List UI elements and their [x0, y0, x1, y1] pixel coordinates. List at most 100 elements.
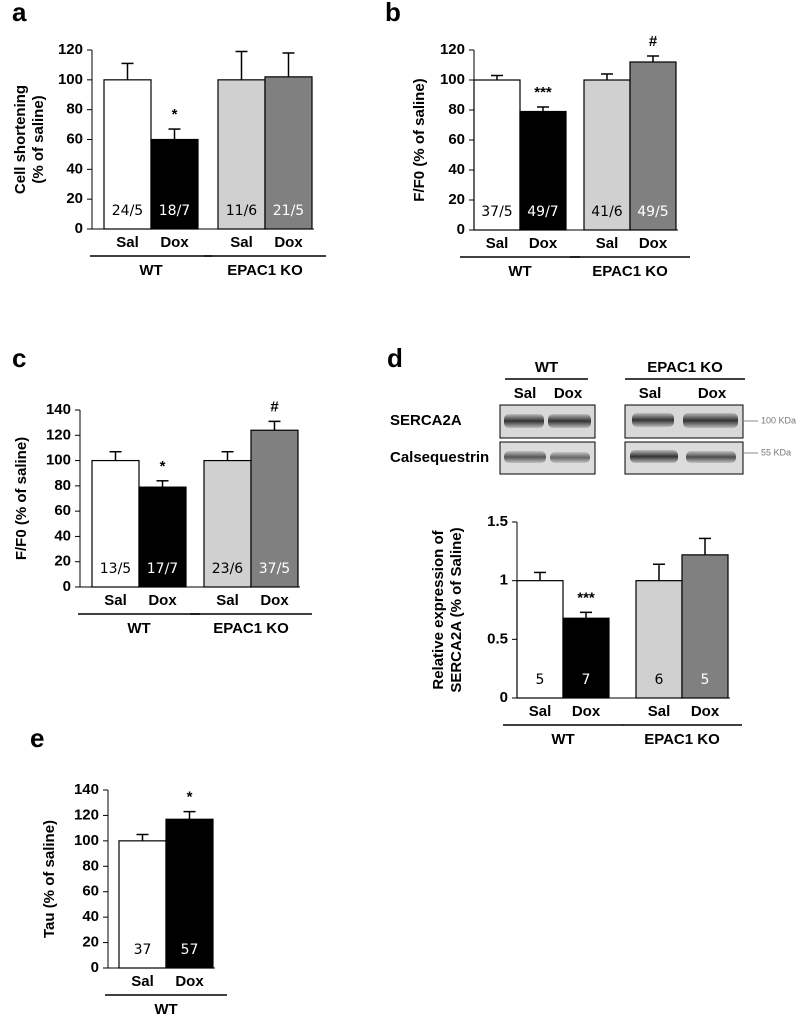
- group-label: EPAC1 KO: [213, 620, 289, 637]
- n-label: 17/7: [147, 561, 178, 577]
- n-label: 5: [701, 672, 710, 688]
- x-tick-label: Dox: [639, 235, 668, 252]
- y-tick-label: 40: [66, 160, 83, 177]
- y-tick-label: 120: [74, 806, 99, 823]
- n-label: 6: [655, 672, 664, 688]
- panel-letter: a: [12, 0, 27, 27]
- y-tick-label: 0.5: [487, 630, 508, 647]
- blot-band: [632, 413, 674, 427]
- blot-lane-label: Sal: [639, 385, 662, 402]
- group-label: EPAC1 KO: [227, 262, 303, 279]
- blot-lane-label: Sal: [514, 385, 537, 402]
- blot-band: [683, 413, 738, 428]
- y-tick-label: 1: [500, 572, 508, 589]
- y-tick-label: 0: [91, 959, 99, 976]
- n-label: 23/6: [212, 561, 244, 577]
- n-label: 37: [134, 942, 152, 958]
- y-tick-label: 80: [66, 101, 83, 118]
- x-tick-label: Dox: [148, 592, 177, 609]
- y-tick-label: 20: [448, 191, 465, 208]
- y-tick-label: 0: [75, 220, 83, 237]
- bar: [103, 79, 152, 230]
- x-tick-label: Dox: [260, 592, 289, 609]
- y-tick-label: 20: [82, 934, 99, 951]
- y-tick-label: 140: [74, 781, 99, 798]
- x-tick-label: Sal: [486, 235, 509, 252]
- x-tick-label: Dox: [160, 234, 189, 251]
- significance: #: [270, 398, 279, 415]
- y-tick-label: 80: [54, 477, 71, 494]
- bar: [635, 580, 683, 699]
- blot-band: [504, 414, 544, 428]
- blot-band: [686, 451, 736, 463]
- panel-letter: c: [12, 343, 26, 373]
- group-label: WT: [154, 1001, 177, 1018]
- y-tick-label: 20: [54, 553, 71, 570]
- y-axis-label: F/F0 (% of saline): [411, 78, 428, 201]
- y-tick-label: 140: [46, 401, 71, 418]
- bar: [264, 76, 313, 230]
- n-label: 13/5: [100, 561, 131, 577]
- n-label: 49/5: [637, 204, 668, 220]
- y-axis-label: Relative expression of: [430, 529, 447, 689]
- group-label: WT: [139, 262, 162, 279]
- significance: ***: [577, 589, 595, 606]
- y-tick-label: 100: [58, 71, 83, 88]
- panel-letter: d: [387, 343, 403, 373]
- group-label: WT: [508, 263, 531, 280]
- blot-group-label: EPAC1 KO: [647, 359, 723, 376]
- y-tick-label: 80: [448, 101, 465, 118]
- n-label: 21/5: [273, 203, 304, 219]
- x-tick-label: Dox: [274, 234, 303, 251]
- n-label: 18/7: [159, 203, 190, 219]
- x-tick-label: Sal: [116, 234, 139, 251]
- x-tick-label: Dox: [175, 973, 204, 990]
- bar: [118, 840, 167, 969]
- n-label: 24/5: [112, 203, 143, 219]
- y-tick-label: 1.5: [487, 513, 508, 530]
- x-tick-label: Sal: [230, 234, 253, 251]
- bar: [203, 459, 252, 588]
- panel-letter: b: [385, 0, 401, 27]
- bar: [150, 138, 199, 230]
- bar: [165, 818, 214, 969]
- y-axis-label: (% of saline): [30, 95, 47, 183]
- y-tick-label: 20: [66, 190, 83, 207]
- significance: ***: [534, 84, 552, 101]
- y-tick-label: 0: [457, 221, 465, 238]
- y-tick-label: 120: [58, 41, 83, 58]
- y-tick-label: 0: [500, 689, 508, 706]
- bar: [583, 79, 631, 231]
- y-axis-label: Cell shortening: [12, 85, 29, 194]
- x-tick-label: Sal: [529, 703, 552, 720]
- blot-row-label: Calsequestrin: [390, 449, 489, 466]
- bar: [519, 110, 567, 231]
- blot-band: [504, 451, 546, 463]
- n-label: 7: [582, 672, 591, 688]
- n-label: 37/5: [481, 204, 512, 220]
- y-tick-label: 60: [66, 130, 83, 147]
- n-label: 49/7: [527, 204, 558, 220]
- y-tick-label: 100: [74, 832, 99, 849]
- y-tick-label: 100: [46, 452, 71, 469]
- y-axis-label: Tau (% of saline): [41, 820, 58, 938]
- y-axis-label: F/F0 (% of saline): [13, 437, 30, 560]
- x-tick-label: Dox: [529, 235, 558, 252]
- blot-lane-label: Dox: [554, 385, 583, 402]
- bar: [138, 486, 187, 588]
- n-label: 57: [181, 942, 199, 958]
- y-tick-label: 40: [448, 161, 465, 178]
- y-tick-label: 40: [82, 908, 99, 925]
- significance: *: [160, 458, 166, 475]
- y-tick-label: 60: [448, 131, 465, 148]
- marker-label: 100 KDa: [761, 415, 796, 425]
- significance: #: [649, 33, 658, 50]
- blot-lane-label: Dox: [698, 385, 727, 402]
- y-tick-label: 0: [63, 578, 71, 595]
- x-tick-label: Sal: [216, 592, 239, 609]
- blot-band: [550, 452, 590, 463]
- group-label: WT: [127, 620, 150, 637]
- bar: [250, 429, 299, 588]
